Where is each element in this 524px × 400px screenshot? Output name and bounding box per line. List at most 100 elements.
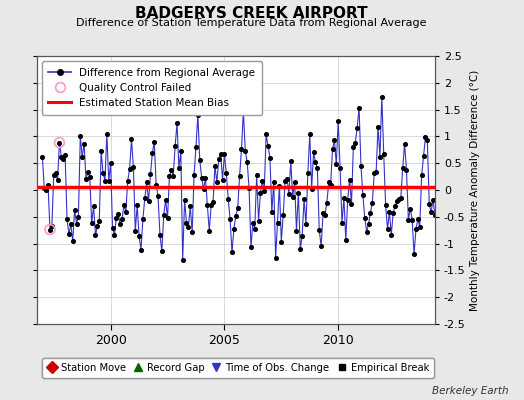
Point [65,231,73,238]
Point [378,93,386,100]
Point [53,177,62,183]
Point [289,194,297,200]
Point [385,208,394,215]
Point [410,251,418,257]
Point [406,206,414,212]
Point [122,209,130,215]
Point [309,149,318,156]
Point [226,216,234,223]
Point [173,120,181,126]
Point [129,164,138,170]
Point [271,255,280,261]
Point [169,173,178,179]
Point [116,221,124,227]
Point [199,186,208,192]
Point [262,131,270,138]
Y-axis label: Monthly Temperature Anomaly Difference (°C): Monthly Temperature Anomaly Difference (… [470,69,480,311]
Point [326,182,335,188]
Point [374,124,382,130]
Point [317,243,325,250]
Point [88,220,96,226]
Point [220,151,228,158]
Point [256,189,265,196]
Point [395,195,403,202]
Point [269,179,278,186]
Point [421,134,430,140]
Point [101,177,109,184]
Point [139,216,147,222]
Point [384,226,392,232]
Point [298,233,307,239]
Point [177,148,185,154]
Point [105,178,113,184]
Point [42,186,50,193]
Point [249,220,257,226]
Point [239,108,247,114]
Point [321,212,329,218]
Point [416,224,424,230]
Point [145,198,153,204]
Point [203,202,212,208]
Point [330,137,339,144]
Point [195,157,204,163]
Point [351,140,359,146]
Point [290,179,299,185]
Point [268,209,276,216]
Point [213,179,221,186]
Point [125,166,134,172]
Point [418,172,426,179]
Point [277,238,286,245]
Point [313,165,322,171]
Point [74,214,83,220]
Point [368,199,377,206]
Point [402,167,411,173]
Point [398,165,407,172]
Point [275,182,283,189]
Point [364,220,373,227]
Point [219,176,227,183]
Text: Berkeley Earth: Berkeley Earth [432,386,508,396]
Point [338,220,346,226]
Point [332,161,341,168]
Point [431,212,439,218]
Point [222,170,231,177]
Point [292,228,301,234]
Point [127,136,136,143]
Point [302,221,310,228]
Point [234,205,242,212]
Point [304,170,312,176]
Point [433,218,441,224]
Point [381,202,390,208]
Point [370,170,378,176]
Point [279,211,287,218]
Point [61,152,69,158]
Point [361,214,369,221]
Point [156,232,164,238]
Point [188,229,196,236]
Point [55,140,63,146]
Point [184,224,193,231]
Point [342,237,350,244]
Point [379,151,388,157]
Point [135,233,143,239]
Point [171,143,179,150]
Point [91,232,100,238]
Point [205,228,213,234]
Point [186,203,194,210]
Point [287,158,295,164]
Point [355,104,363,111]
Point [363,229,371,235]
Point [93,223,102,229]
Point [311,159,320,165]
Point [285,190,293,197]
Point [48,223,56,229]
Point [152,182,160,188]
Point [76,133,84,139]
Point [397,195,405,201]
Point [209,199,217,206]
Point [108,225,117,232]
Point [150,139,158,145]
Point [344,196,352,203]
Point [106,160,115,166]
Point [308,186,316,192]
